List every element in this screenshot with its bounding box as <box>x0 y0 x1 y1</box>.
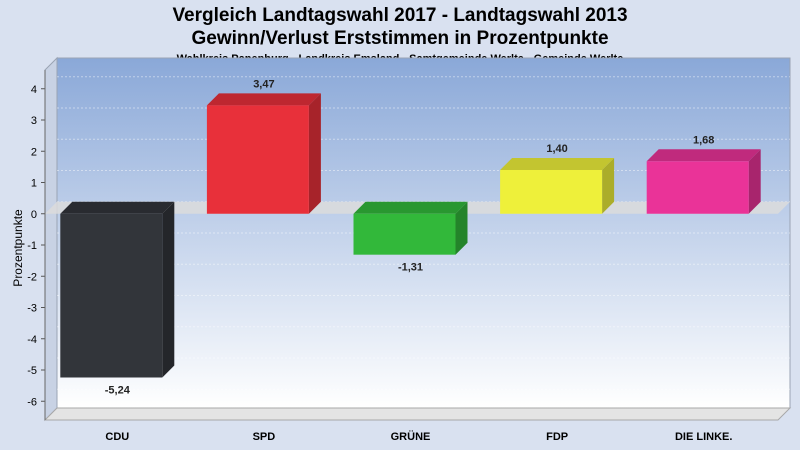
bar-front <box>206 105 309 214</box>
x-tick-label: SPD <box>253 431 276 443</box>
bars <box>60 93 761 378</box>
x-tick-label: GRÜNE <box>391 430 431 443</box>
y-tick-label: -3 <box>27 303 37 315</box>
bar-side <box>308 93 321 214</box>
labels: -5,24 CDU 3,47 SPD -1,31 GRÜNE 1,40 FDP 1,68 DIE … <box>105 78 733 443</box>
bar-front <box>646 161 749 214</box>
bar-die-linke <box>646 149 761 214</box>
bar-gr-ne <box>353 201 468 255</box>
data-label: -1,31 <box>398 262 423 274</box>
bar-side <box>455 201 468 255</box>
y-tick-label: -1 <box>27 240 37 252</box>
y-tick-label: 1 <box>31 178 37 190</box>
bar-top <box>206 93 321 106</box>
y-tick-label: 3 <box>31 115 37 127</box>
bar-fdp <box>500 158 615 214</box>
bar-spd <box>206 93 321 214</box>
x-tick-label: FDP <box>546 431 568 443</box>
data-label: -5,24 <box>105 385 131 397</box>
chart-title-line2: Gewinn/Verlust Erststimmen in Prozentpun… <box>191 28 609 49</box>
bar-top <box>646 149 761 162</box>
bar-front <box>500 170 603 214</box>
y-tick-label: 0 <box>31 209 37 221</box>
x-tick-label: DIE LINKE. <box>675 431 732 443</box>
y-tick-label: -2 <box>27 271 37 283</box>
bar-top <box>500 158 615 170</box>
data-label: 1,68 <box>693 134 714 146</box>
y-tick-label: -5 <box>27 365 37 377</box>
plot-left-wall <box>44 56 58 422</box>
y-tick-label: 2 <box>31 146 37 158</box>
bar-top <box>60 201 175 214</box>
data-label: 3,47 <box>253 78 274 90</box>
y-axis: 4 3 2 1 0 -1 -2 -3 -4 -5 -6 <box>27 70 46 420</box>
bar-front <box>60 213 163 378</box>
bar-cdu <box>60 201 175 378</box>
bar-side <box>162 201 175 378</box>
plot-floor <box>43 407 792 421</box>
y-tick-label: -4 <box>27 334 37 346</box>
data-label: 1,40 <box>546 143 567 155</box>
x-tick-label: CDU <box>105 431 129 443</box>
bar-top <box>353 201 468 214</box>
bar-side <box>602 158 615 214</box>
y-axis-label: Prozentpunkte <box>11 209 25 287</box>
bar-front <box>353 213 456 255</box>
chart-title: Vergleich Landtagswahl 2017 - Landtagswa… <box>172 5 628 26</box>
y-tick-label: 4 <box>31 84 37 96</box>
bar-side <box>748 149 761 214</box>
y-tick-label: -6 <box>27 396 37 408</box>
